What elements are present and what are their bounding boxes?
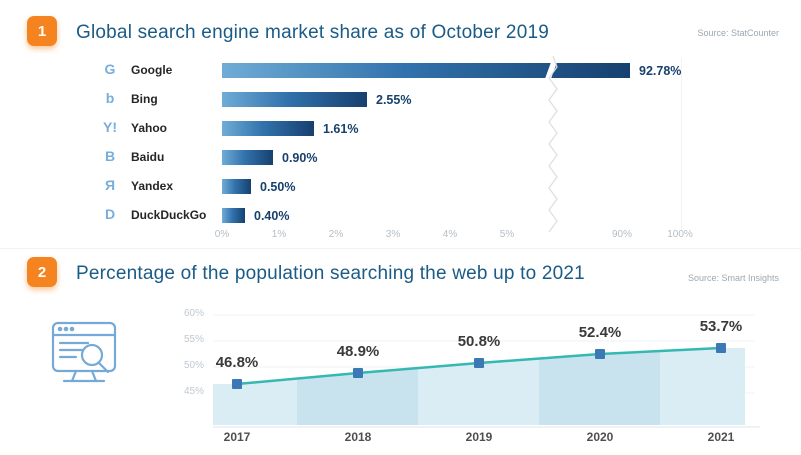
engine-label: Google: [131, 63, 173, 77]
engine-label: Yandex: [131, 179, 174, 193]
data-point-marker: [716, 343, 726, 353]
x-tick-label: 0%: [214, 229, 230, 240]
axis-break-zigzag: [548, 56, 558, 233]
bar-row-google: G Google 92.78%: [95, 56, 795, 85]
section2-number-badge: 2: [27, 257, 57, 287]
engine-label: Bing: [131, 92, 158, 106]
monitor-stand-left: [70, 369, 78, 383]
browser-dot: [69, 326, 75, 332]
engine-label: DuckDuckGo: [131, 208, 207, 222]
magnifier-handle: [97, 361, 110, 374]
bar-yandex: [222, 179, 251, 194]
population-area-chart: [213, 314, 760, 428]
point-value-label: 53.7%: [699, 318, 743, 335]
area-band: [539, 348, 660, 425]
browser-dot: [57, 326, 63, 332]
section1-source: Source: StatCounter: [697, 28, 779, 38]
bar-value-label: 0.90%: [282, 151, 318, 165]
axis-break-line: [548, 56, 558, 233]
data-point-marker: [474, 358, 484, 368]
bar-yahoo: [222, 121, 314, 136]
yandex-icon: Я: [104, 177, 116, 193]
section1-number-badge: 1: [27, 16, 57, 46]
point-value-label: 52.4%: [578, 324, 622, 341]
x-axis-year-label: 2018: [344, 430, 372, 444]
y-tick-label: 55%: [183, 334, 204, 345]
bar-row-duckduckgo: D DuckDuckGo 0.40%: [95, 201, 795, 230]
section1-title: Global search engine market share as of …: [76, 22, 549, 43]
bing-icon: b: [105, 90, 115, 106]
data-point-marker: [595, 349, 605, 359]
bar-value-label: 0.40%: [254, 209, 290, 223]
y-tick-label: 60%: [183, 308, 204, 319]
x-tick-label: 2%: [328, 229, 344, 240]
point-value-label: 50.8%: [457, 333, 501, 350]
bar-value-label: 92.78%: [639, 64, 682, 78]
baidu-icon: B: [104, 148, 116, 164]
browser-window-shape: [51, 321, 117, 373]
duckduckgo-icon: D: [104, 206, 116, 222]
x-tick-label: 1%: [271, 229, 287, 240]
search-engine-bar-chart: G Google 92.78% b Bing 2.55% Y! Yahoo 1.61% B Baid…: [95, 56, 795, 230]
bar-chart-x-axis: 0% 1% 2% 3% 4% 5% 90% 100%: [0, 229, 801, 243]
bar-row-yahoo: Y! Yahoo 1.61%: [95, 114, 795, 143]
bar-baidu: [222, 150, 273, 165]
monitor-stand-right: [90, 369, 98, 383]
engine-label: Baidu: [131, 150, 165, 164]
point-value-label: 48.9%: [336, 343, 380, 360]
y-tick-label: 50%: [183, 360, 204, 371]
bar-row-bing: b Bing 2.55%: [95, 85, 795, 114]
bar-row-baidu: B Baidu 0.90%: [95, 143, 795, 172]
x-axis-year-label: 2017: [223, 430, 251, 444]
bar-row-yandex: Я Yandex 0.50%: [95, 172, 795, 201]
x-axis-year-label: 2021: [707, 430, 735, 444]
data-point-marker: [353, 368, 363, 378]
bar-value-label: 1.61%: [323, 122, 359, 136]
browser-dot: [63, 326, 69, 332]
point-value-label: 46.8%: [215, 354, 259, 371]
bar-value-label: 0.50%: [260, 180, 296, 194]
engine-label: Yahoo: [131, 121, 168, 135]
x-axis-year-label: 2020: [586, 430, 614, 444]
y-tick-label: 45%: [183, 386, 204, 397]
section-divider: [0, 248, 801, 249]
section2-source: Source: Smart Insights: [687, 273, 779, 283]
x-tick-label: 4%: [442, 229, 458, 240]
x-axis-year-label: 2019: [465, 430, 493, 444]
bar-google: [222, 61, 630, 80]
x-tick-label: 100%: [667, 229, 693, 240]
bar-value-label: 2.55%: [376, 93, 412, 107]
x-tick-label: 90%: [611, 229, 632, 240]
section2-title: Percentage of the population searching t…: [76, 263, 585, 284]
area-fill: [213, 348, 745, 425]
bar-bing: [222, 92, 367, 107]
browser-search-icon: [51, 321, 117, 383]
magnifier-lens: [80, 343, 104, 367]
yahoo-icon: Y!: [103, 119, 117, 135]
bar-duckduckgo: [222, 208, 245, 223]
google-icon: G: [104, 61, 116, 77]
data-point-marker: [232, 379, 242, 389]
x-tick-label: 3%: [385, 229, 401, 240]
x-tick-label: 5%: [499, 229, 515, 240]
gridline-100pct: [681, 58, 682, 230]
